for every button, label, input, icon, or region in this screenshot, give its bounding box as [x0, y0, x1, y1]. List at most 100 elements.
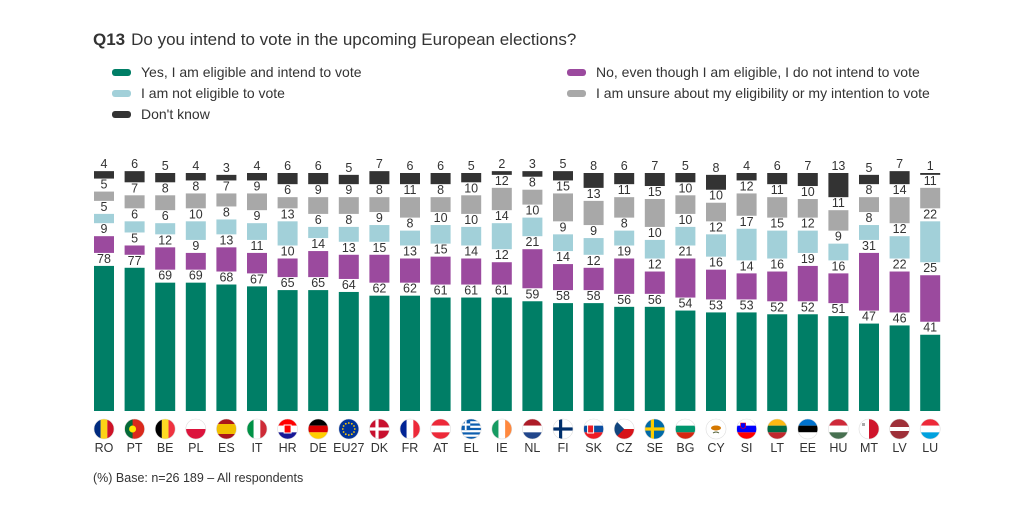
- flag-at-icon: [430, 418, 451, 440]
- bar-not-eligible-cz: [614, 230, 635, 246]
- bar-yes-hr: [277, 290, 298, 411]
- category-label-cy: CY: [707, 441, 725, 455]
- bar-no-it: [247, 252, 267, 274]
- bar-dont-know-cy: [706, 174, 726, 190]
- label-not-eligible-dk: 9: [376, 211, 383, 225]
- label-unsure-at: 8: [437, 183, 444, 197]
- label-yes-fr: 62: [403, 282, 417, 296]
- bar-no-lv: [889, 271, 910, 313]
- bar-unsure-it: [247, 193, 267, 211]
- bar-yes-lt: [767, 314, 788, 411]
- bar-dont-know-fi: [553, 171, 573, 181]
- label-unsure-se: 15: [648, 185, 662, 199]
- label-not-eligible-bg: 10: [678, 213, 692, 227]
- label-yes-hu: 51: [831, 302, 845, 316]
- category-label-ro: RO: [95, 441, 114, 455]
- label-unsure-pl: 8: [192, 179, 199, 193]
- bar-dont-know-ie: [491, 171, 512, 175]
- label-dont-know-nl: 3: [529, 157, 536, 171]
- category-label-it: IT: [251, 441, 262, 455]
- label-no-lv: 22: [893, 258, 907, 272]
- category-label-ee: EE: [799, 441, 816, 455]
- label-dont-know-dk: 7: [376, 157, 383, 171]
- label-not-eligible-de: 6: [315, 213, 322, 227]
- bar-dont-know-se: [644, 173, 665, 187]
- bar-no-es: [216, 247, 237, 272]
- label-dont-know-fi: 5: [560, 157, 567, 171]
- bar-yes-si: [736, 312, 757, 411]
- bar-yes-sk: [583, 303, 604, 411]
- flag-mt-icon: [858, 418, 880, 440]
- bar-no-si: [736, 273, 757, 300]
- label-unsure-ee: 10: [801, 185, 815, 199]
- bar-dont-know-eu27: [338, 174, 359, 185]
- bar-dont-know-nl: [522, 171, 543, 177]
- bar-not-eligible-dk: [369, 225, 390, 242]
- bar-yes-pl: [185, 282, 206, 411]
- label-no-eu27: 13: [342, 241, 356, 255]
- label-no-dk: 15: [372, 241, 386, 255]
- label-yes-cy: 53: [709, 298, 723, 312]
- label-no-de: 14: [311, 237, 325, 251]
- category-label-eu27: EU27: [333, 441, 364, 455]
- bar-yes-be: [155, 282, 176, 411]
- label-not-eligible-cy: 12: [709, 220, 723, 234]
- category-label-el: EL: [464, 441, 479, 455]
- flag-pt-icon: [124, 418, 145, 440]
- label-not-eligible-eu27: 8: [345, 213, 352, 227]
- flag-fr-icon: [399, 418, 421, 440]
- bar-no-hr: [277, 258, 298, 278]
- label-yes-dk: 62: [372, 282, 386, 296]
- bar-dont-know-dk: [369, 171, 390, 185]
- bar-yes-es: [216, 284, 237, 411]
- bar-no-at: [430, 256, 451, 285]
- bar-yes-nl: [522, 301, 543, 411]
- bar-no-ro: [94, 236, 114, 253]
- flag-lt-icon: [766, 418, 788, 440]
- label-dont-know-eu27: 5: [345, 161, 352, 175]
- category-label-at: AT: [433, 441, 448, 455]
- bar-yes-ie: [491, 297, 512, 411]
- category-label-pt: PT: [127, 441, 143, 455]
- bar-dont-know-pt: [124, 171, 145, 183]
- bar-no-sk: [583, 267, 604, 291]
- bar-yes-it: [247, 286, 267, 411]
- bar-unsure-ee: [797, 199, 818, 218]
- bar-no-fi: [553, 264, 573, 291]
- bar-not-eligible-mt: [859, 225, 879, 240]
- label-unsure-hr: 6: [284, 183, 291, 197]
- bar-dont-know-de: [308, 173, 329, 185]
- bar-yes-cy: [706, 312, 726, 411]
- label-unsure-dk: 8: [376, 183, 383, 197]
- question-code: Q13: [93, 30, 126, 49]
- label-no-hr: 10: [281, 245, 295, 259]
- bar-not-eligible-se: [644, 239, 665, 259]
- bar-yes-bg: [675, 310, 696, 411]
- label-dont-know-lu: 1: [927, 159, 934, 173]
- label-yes-ro: 78: [97, 252, 111, 266]
- flag-eu-icon: [338, 418, 360, 440]
- bar-not-eligible-lv: [889, 236, 910, 259]
- label-yes-de: 65: [311, 276, 325, 290]
- bar-yes-mt: [859, 323, 879, 411]
- label-unsure-nl: 8: [529, 176, 536, 190]
- label-dont-know-it: 4: [254, 159, 261, 173]
- label-yes-fi: 58: [556, 289, 570, 303]
- bar-not-eligible-at: [430, 225, 451, 244]
- label-not-eligible-hu: 9: [835, 230, 842, 244]
- category-label-fi: FI: [557, 441, 568, 455]
- bar-unsure-pt: [124, 195, 145, 209]
- category-label-pl: PL: [188, 441, 203, 455]
- label-yes-pl: 69: [189, 269, 203, 283]
- legend-swatch-no: [567, 68, 586, 76]
- bar-dont-know-ro: [94, 171, 114, 179]
- bar-not-eligible-lt: [767, 230, 788, 259]
- label-dont-know-ie: 2: [498, 157, 505, 171]
- footnote: (%) Base: n=26 189 – All respondents: [93, 471, 304, 485]
- bar-no-fr: [400, 258, 420, 283]
- bar-unsure-el: [461, 195, 482, 214]
- category-label-es: ES: [218, 441, 235, 455]
- label-no-pt: 5: [131, 231, 138, 245]
- legend-label-no: No, even though I am eligible, I do not …: [596, 64, 920, 80]
- category-label-lt: LT: [770, 441, 784, 455]
